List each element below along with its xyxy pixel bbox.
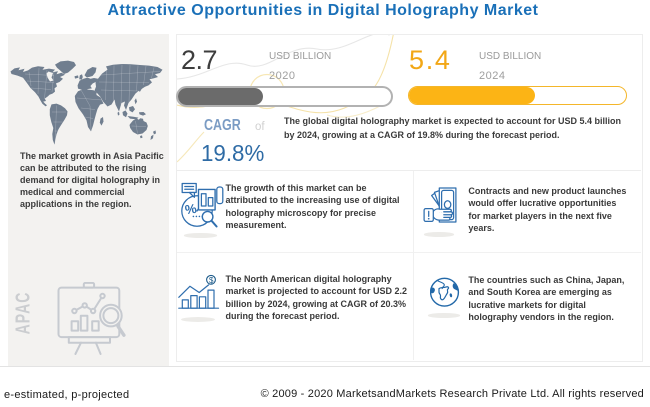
svg-text:%: % bbox=[184, 201, 198, 218]
svg-text:$: $ bbox=[209, 276, 214, 285]
